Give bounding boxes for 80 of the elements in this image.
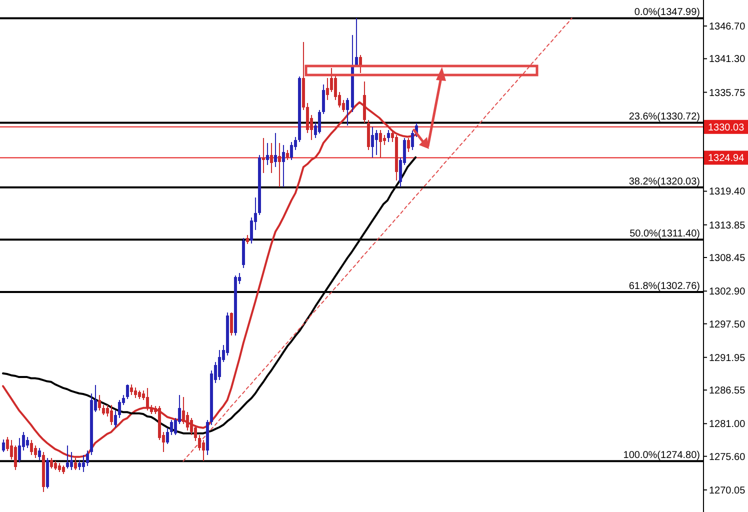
- candlestick: [262, 137, 265, 174]
- candlestick: [290, 142, 293, 160]
- candlestick: [70, 452, 73, 471]
- y-tick-label: 1275.60: [709, 452, 746, 463]
- candlestick: [30, 439, 33, 456]
- candlestick: [230, 312, 233, 336]
- candlestick: [186, 412, 189, 431]
- candlestick: [326, 78, 329, 100]
- candlestick: [18, 438, 21, 463]
- y-tick-label: 1319.40: [709, 186, 746, 198]
- candlestick: [383, 134, 386, 146]
- candlestick: [110, 404, 113, 426]
- ref-line-label: 1324.94: [708, 153, 745, 164]
- ref-line-label: 100.0%(1274.80): [623, 450, 700, 462]
- candlestick: [270, 142, 273, 174]
- y-tick-label: 1341.30: [709, 54, 746, 66]
- ref-line-label: 38.2%(1320.03): [628, 176, 700, 188]
- ref-line-label: 50.0%(1311.40): [630, 228, 700, 240]
- candlestick: [282, 144, 285, 188]
- candlestick: [202, 439, 205, 462]
- candlestick: [322, 84, 325, 114]
- candlestick: [14, 444, 17, 471]
- candlestick: [194, 424, 197, 442]
- candlestick: [278, 142, 281, 188]
- candlestick: [2, 438, 5, 453]
- ref-line-label: 23.6%(1330.72): [628, 112, 700, 123]
- candlestick: [130, 384, 133, 396]
- y-tick-label: 1291.95: [709, 352, 746, 364]
- candlestick: [198, 434, 201, 451]
- candlestick: [66, 444, 69, 469]
- candlestick: [375, 130, 378, 156]
- candlestick: [98, 394, 101, 411]
- candlestick: [286, 150, 289, 160]
- candlestick: [26, 436, 29, 448]
- candlestick: [50, 458, 53, 469]
- candlestick: [38, 447, 41, 460]
- y-tick-label: 1270.05: [709, 485, 746, 496]
- candlestick: [274, 132, 277, 168]
- ref-line-label: 1330.03: [708, 122, 745, 134]
- candlestick: [246, 234, 249, 244]
- candlestick: [34, 444, 37, 459]
- candlestick: [58, 462, 61, 473]
- candlestick: [407, 137, 410, 152]
- candlestick: [150, 404, 153, 414]
- y-tick-label: 1297.50: [709, 319, 746, 330]
- candlestick: [102, 404, 105, 416]
- candlestick: [371, 126, 374, 158]
- candlestick: [266, 142, 269, 166]
- candlestick: [54, 460, 57, 471]
- candlestick: [359, 54, 362, 74]
- candlestick: [346, 98, 349, 126]
- y-tick-label: 1281.00: [709, 419, 746, 430]
- candlestick: [190, 418, 193, 436]
- line-series: [182, 18, 572, 462]
- y-tick-label: 1346.70: [709, 22, 746, 33]
- y-tick-label: 1308.45: [709, 253, 746, 264]
- candlestick: [118, 400, 121, 419]
- candlestick: [134, 386, 137, 399]
- candlestick: [146, 387, 149, 411]
- y-tick-label: 1335.75: [709, 88, 746, 99]
- candlestick: [166, 427, 169, 445]
- candlestick: [387, 130, 390, 143]
- candlestick: [170, 420, 173, 436]
- candlestick: [114, 410, 117, 428]
- ref-line-label: 0.0%(1347.99): [634, 7, 700, 18]
- y-tick-label: 1286.55: [709, 386, 746, 397]
- candlestick: [78, 459, 81, 471]
- candlestick: [379, 130, 382, 158]
- candlestick: [126, 384, 129, 400]
- candlestick: [355, 18, 358, 68]
- y-tick-label: 1313.85: [709, 220, 746, 232]
- candlestick: [182, 396, 185, 425]
- y-tick-label: 1302.90: [709, 286, 746, 298]
- candlestick: [218, 349, 221, 381]
- candlestick: [86, 450, 89, 467]
- candlestick: [318, 110, 321, 134]
- candlestick: [82, 454, 85, 473]
- candlestick: [342, 99, 345, 112]
- ref-line-label: 61.8%(1302.76): [628, 280, 700, 292]
- candlestick: [250, 216, 253, 244]
